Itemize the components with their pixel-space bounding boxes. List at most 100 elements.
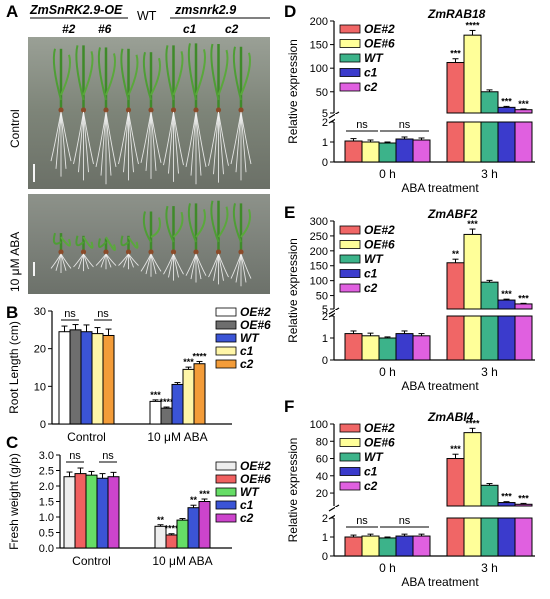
legend-swatch xyxy=(339,53,361,63)
legend-label: WT xyxy=(364,252,384,266)
seedling-root xyxy=(213,253,219,281)
bar-lower-segment xyxy=(480,517,499,557)
bar-lower-segment xyxy=(480,121,499,163)
seedling-root xyxy=(60,111,67,169)
significance-label: *** xyxy=(501,289,512,299)
x-category-label: 0 h xyxy=(379,365,396,379)
legend-swatch xyxy=(215,500,237,510)
seedling-root xyxy=(145,253,152,275)
bar xyxy=(446,62,465,114)
seedling-leaf xyxy=(165,45,175,101)
legend-label: c1 xyxy=(240,344,254,358)
seedlings-control xyxy=(50,43,252,185)
seedling-root xyxy=(173,253,184,275)
x-category-label: Control xyxy=(67,430,106,444)
seedling-root xyxy=(240,253,252,279)
bar xyxy=(85,474,98,549)
seedling-leaf xyxy=(82,51,94,96)
y-tick-label: 300 xyxy=(310,216,328,228)
line-label-c2: c2 xyxy=(225,22,239,36)
seedling-root xyxy=(230,253,242,279)
x-axis-label: ABA treatment xyxy=(401,181,479,195)
seedling-root xyxy=(240,111,247,173)
wt-header: WT xyxy=(137,9,157,23)
legend-swatch xyxy=(339,82,361,92)
seedling-leaf xyxy=(142,51,152,101)
significance-label: *** xyxy=(467,219,478,229)
bar xyxy=(171,383,184,425)
bar xyxy=(514,503,533,507)
legend-swatch xyxy=(215,487,237,497)
seedling-root xyxy=(218,253,229,278)
legend-label: c1 xyxy=(240,498,254,512)
bar xyxy=(378,142,397,163)
seedling-seed xyxy=(80,107,87,113)
seedling-leaf xyxy=(120,235,130,247)
seedling-seed xyxy=(148,107,154,113)
bar xyxy=(193,363,206,425)
significance-label: ** xyxy=(190,495,198,505)
seedling-root xyxy=(235,253,242,283)
seedling-root xyxy=(173,253,179,278)
y-tick-label: 3.0 xyxy=(39,450,54,462)
seedling-root xyxy=(78,253,84,270)
y-tick-label: 1 xyxy=(322,333,328,345)
axis-break-mark xyxy=(328,307,340,315)
chart-title: ZmRAB18 xyxy=(427,7,486,21)
seedling-leaf xyxy=(82,236,94,249)
seedling-root xyxy=(100,253,107,268)
legend-label: OE#6 xyxy=(364,37,395,51)
seedling-root xyxy=(240,253,247,283)
bar xyxy=(378,537,397,557)
bar xyxy=(446,262,465,310)
bar xyxy=(497,502,516,507)
bar xyxy=(80,331,93,425)
bar-lower-segment xyxy=(514,315,533,361)
seedling-root xyxy=(230,111,242,165)
bar xyxy=(378,337,397,361)
ns-label: ns xyxy=(399,515,411,527)
seedling-leaf xyxy=(172,51,184,96)
seedling-root xyxy=(105,111,117,167)
bar-lower-segment xyxy=(463,121,482,163)
y-tick-label: 10 xyxy=(34,381,46,393)
bar xyxy=(187,507,200,549)
significance-label: ** xyxy=(157,515,165,525)
y-tick-label: 50 xyxy=(316,291,328,303)
bar xyxy=(514,109,533,114)
legend-label: OE#2 xyxy=(240,305,271,319)
legend-swatch xyxy=(339,423,361,433)
bar xyxy=(412,335,431,361)
seedling-leaf xyxy=(232,203,242,243)
bar xyxy=(497,299,516,310)
significance-label: **** xyxy=(159,397,174,407)
ns-label: ns xyxy=(356,515,368,527)
seedling-root xyxy=(128,111,134,173)
photo-control xyxy=(28,37,270,189)
bar xyxy=(361,335,380,361)
y-tick-label: 80 xyxy=(316,436,328,448)
legend-swatch xyxy=(215,513,237,523)
seedling-seed xyxy=(58,107,64,113)
seedling-leaf xyxy=(105,236,116,252)
bar xyxy=(344,333,363,361)
y-tick-label: 5 xyxy=(322,304,328,316)
y-axis-label: Root Length (cm) xyxy=(7,321,21,414)
seedling-root xyxy=(128,111,139,165)
chart-c-fresh-weight: 0.0 0.5 1.0 1.5 2.0 2.5 3.0 Fresh weight (g/p) C… xyxy=(7,450,271,568)
y-tick-label: 1.0 xyxy=(39,512,54,524)
panel-letter-d: D xyxy=(284,2,296,21)
seedling-leaf xyxy=(195,209,206,238)
bar xyxy=(395,333,414,361)
legend-label: c2 xyxy=(240,511,254,525)
y-tick-label: 1 xyxy=(322,137,328,149)
legend-label: WT xyxy=(364,450,384,464)
y-axis-label: Relative expression xyxy=(286,238,300,343)
bar xyxy=(96,477,109,549)
seedling-root xyxy=(218,111,224,175)
legend-swatch xyxy=(215,346,237,356)
y-tick-label: 40 xyxy=(316,471,328,483)
seedling-root xyxy=(123,253,129,268)
significance-label: *** xyxy=(450,444,461,454)
chart-d-zmrab18: 0 1 25 50 100 150 200 Relative expression ZmRAB1… xyxy=(286,7,536,195)
